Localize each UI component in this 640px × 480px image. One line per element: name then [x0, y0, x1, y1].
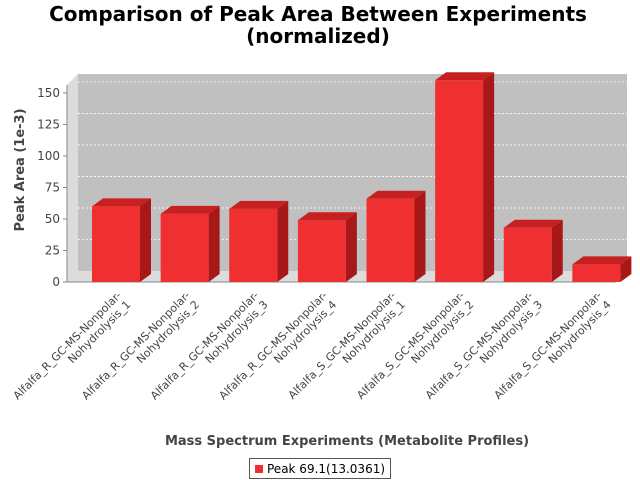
bar-top: [160, 205, 220, 214]
plot-left-wall: [67, 74, 78, 282]
bar-front: [160, 213, 209, 282]
chart-title-line-1: Comparison of Peak Area Between Experime…: [49, 2, 587, 26]
x-tick-label: Alfalfa_R_GC-MS-Nonpolar-Nohydrolysis_1: [11, 289, 134, 402]
x-tick-label-line: Alfalfa_R_GC-MS-Nonpolar-: [148, 289, 261, 402]
x-tick-label-line: Alfalfa_R_GC-MS-Nonpolar-: [79, 289, 192, 402]
bar-front: [366, 198, 415, 282]
x-tick-label-line: Alfalfa_R_GC-MS-Nonpolar-: [217, 289, 330, 402]
bar-side: [483, 72, 495, 282]
bar-side: [620, 256, 632, 282]
bar-top: [572, 256, 632, 265]
y-tick-label: 150: [37, 86, 60, 100]
bar-top: [229, 200, 289, 209]
bar: [160, 205, 220, 282]
bar-top: [297, 212, 357, 221]
y-tick-label: 125: [37, 117, 60, 131]
bar-top: [366, 190, 426, 199]
bar-front: [297, 220, 346, 282]
y-tick-label: 50: [45, 212, 60, 226]
bar-front: [92, 206, 140, 282]
y-tick-label: 75: [45, 180, 60, 194]
bar-top: [92, 198, 151, 207]
bar-front: [229, 208, 278, 282]
bar-side: [277, 200, 289, 282]
chart-title-line-2: (normalized): [246, 24, 390, 48]
bar-side: [140, 198, 151, 282]
y-axis-label: Peak Area (1e-3): [13, 108, 28, 231]
bar-side: [551, 219, 563, 282]
y-tick-label: 25: [45, 243, 60, 257]
bar: [435, 72, 495, 282]
bar-side: [345, 212, 357, 282]
bar: [503, 219, 563, 282]
bar: [572, 256, 632, 282]
x-tick-label-line: Alfalfa_R_GC-MS-Nonpolar-: [11, 289, 124, 402]
x-axis: Alfalfa_R_GC-MS-Nonpolar-Nohydrolysis_1A…: [11, 289, 614, 402]
legend: Peak 69.1(13.0361): [249, 458, 392, 479]
bar-front: [503, 227, 552, 282]
bar-side: [414, 190, 426, 282]
bar-front: [435, 80, 484, 282]
bar-side: [208, 205, 220, 282]
bar: [92, 198, 151, 282]
y-axis: 0 25 50 75 100 125 150: [37, 86, 67, 289]
bar: [229, 200, 289, 282]
bar: [297, 212, 357, 282]
legend-label: Peak 69.1(13.0361): [267, 461, 386, 476]
bar-top: [503, 219, 563, 228]
x-axis-label: Mass Spectrum Experiments (Metabolite Pr…: [165, 434, 529, 449]
y-tick-label: 0: [52, 275, 60, 289]
chart-title: Comparison of Peak Area Between Experime…: [49, 2, 587, 48]
bar-top: [435, 72, 495, 81]
bar: [366, 190, 426, 282]
y-tick-label: 100: [37, 149, 60, 163]
legend-swatch: [255, 464, 263, 473]
bars: [92, 72, 632, 282]
bar-front: [572, 264, 621, 282]
